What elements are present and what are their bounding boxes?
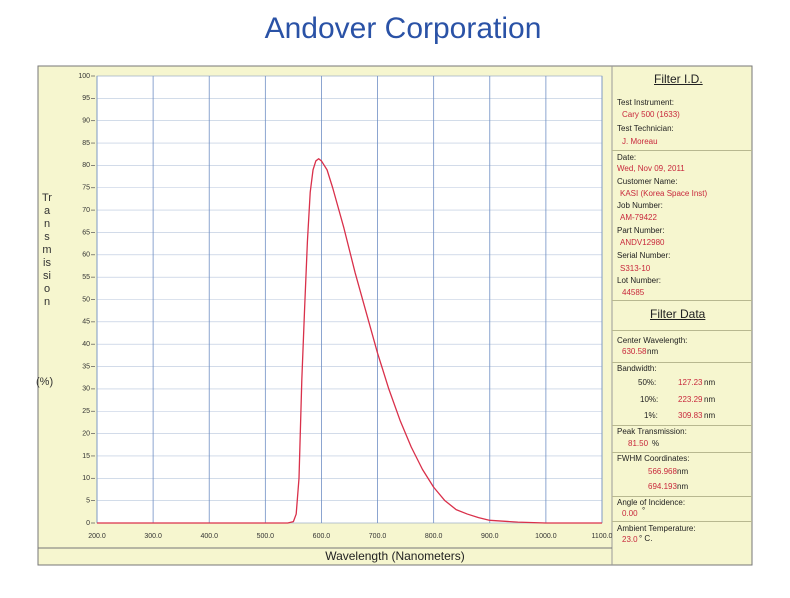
field-value: 23.0 bbox=[622, 535, 638, 544]
x-tick-label: 1000.0 bbox=[535, 533, 557, 540]
field-value: J. Moreau bbox=[622, 137, 658, 146]
transmission-line bbox=[97, 158, 602, 524]
x-tick-label: 500.0 bbox=[257, 533, 275, 540]
y-tick-label: 60 bbox=[82, 252, 90, 259]
y-axis-unit: (%) bbox=[36, 376, 54, 388]
separator bbox=[612, 150, 752, 151]
x-tick-label: 700.0 bbox=[369, 533, 387, 540]
field-value: S313-10 bbox=[620, 264, 651, 273]
y-tick-label: 65 bbox=[82, 229, 90, 236]
y-tick-label: 95 bbox=[82, 95, 90, 102]
field-label: Lot Number: bbox=[617, 276, 662, 285]
y-tick-label: 30 bbox=[82, 386, 90, 393]
panel-heading: Filter Data bbox=[650, 307, 706, 321]
field-label: Date: bbox=[617, 153, 637, 162]
x-axis-label: Wavelength (Nanometers) bbox=[325, 549, 465, 563]
field-label: Angle of Incidence: bbox=[617, 498, 686, 507]
field-label: Bandwidth: bbox=[617, 364, 657, 373]
field-label: Peak Transmission: bbox=[617, 427, 687, 436]
y-tick-label: 20 bbox=[82, 430, 90, 437]
field-value: 127.23 bbox=[678, 378, 703, 387]
unit: nm bbox=[704, 378, 716, 387]
y-tick-label: 100 bbox=[78, 73, 90, 80]
separator bbox=[612, 452, 752, 453]
panel-heading: Filter I.D. bbox=[654, 72, 703, 86]
field-label: Test Technician: bbox=[617, 124, 674, 133]
page-title: Andover Corporation bbox=[265, 12, 542, 45]
y-tick-label: 70 bbox=[82, 207, 90, 214]
field-value: ANDV12980 bbox=[620, 238, 665, 247]
unit: % bbox=[652, 439, 660, 448]
y-tick-label: 25 bbox=[82, 408, 90, 415]
y-tick-label: 10 bbox=[82, 475, 90, 482]
field-label: Center Wavelength: bbox=[617, 336, 688, 345]
field-value: Cary 500 (1633) bbox=[622, 110, 680, 119]
unit: ° C. bbox=[639, 534, 653, 543]
field-label: Ambient Temperature: bbox=[617, 524, 696, 533]
x-tick-label: 200.0 bbox=[88, 533, 106, 540]
separator bbox=[612, 330, 752, 331]
y-tick-label: 80 bbox=[82, 162, 90, 169]
y-tick-label: 45 bbox=[82, 319, 90, 326]
y-tick-label: 40 bbox=[82, 341, 90, 348]
y-tick-label: 50 bbox=[82, 296, 90, 303]
y-tick-label: 0 bbox=[86, 520, 90, 527]
x-tick-label: 600.0 bbox=[313, 533, 331, 540]
y-tick-label: 35 bbox=[82, 363, 90, 370]
unit: nm bbox=[647, 347, 659, 356]
field-label: Customer Name: bbox=[617, 177, 678, 186]
y-tick-label: 5 bbox=[86, 497, 90, 504]
separator bbox=[612, 425, 752, 426]
field-label: Test Instrument: bbox=[617, 98, 674, 107]
x-tick-label: 900.0 bbox=[481, 533, 499, 540]
field-label: Serial Number: bbox=[617, 251, 671, 260]
x-tick-label: 800.0 bbox=[425, 533, 443, 540]
level: 50%: bbox=[638, 378, 657, 387]
field-label: FWHM Coordinates: bbox=[617, 454, 690, 463]
unit: nm bbox=[704, 411, 716, 420]
y-tick-label: 75 bbox=[82, 185, 90, 192]
separator bbox=[612, 496, 752, 497]
field-value: 0.00 bbox=[622, 509, 638, 518]
separator bbox=[612, 300, 752, 301]
field-value: Wed, Nov 09, 2011 bbox=[617, 164, 685, 173]
field-value: 566.968 bbox=[648, 467, 677, 476]
field-value: 309.83 bbox=[678, 411, 703, 420]
field-label: Job Number: bbox=[617, 201, 663, 210]
unit: nm bbox=[677, 482, 689, 491]
unit: nm bbox=[704, 395, 716, 404]
field-label: Part Number: bbox=[617, 226, 665, 235]
field-value: KASI (Korea Space Inst) bbox=[620, 189, 708, 198]
x-tick-label: 300.0 bbox=[144, 533, 162, 540]
unit: ° bbox=[642, 506, 646, 515]
field-value: 81.50 bbox=[628, 439, 649, 448]
x-tick-label: 1100.0 bbox=[592, 533, 613, 540]
y-tick-label: 55 bbox=[82, 274, 90, 281]
y-tick-label: 90 bbox=[82, 118, 90, 125]
field-value: AM-79422 bbox=[620, 213, 657, 222]
field-value: 630.58 bbox=[622, 347, 647, 356]
y-tick-label: 85 bbox=[82, 140, 90, 147]
y-tick-label: 15 bbox=[82, 453, 90, 460]
field-value: 223.29 bbox=[678, 395, 703, 404]
unit: nm bbox=[677, 467, 689, 476]
separator bbox=[612, 362, 752, 363]
x-tick-label: 400.0 bbox=[200, 533, 218, 540]
separator bbox=[612, 521, 752, 522]
field-value: 44585 bbox=[622, 288, 645, 297]
y-axis-label: Transmission bbox=[42, 192, 52, 308]
field-value: 694.193 bbox=[648, 482, 677, 491]
level: 10%: bbox=[640, 395, 659, 404]
level: 1%: bbox=[644, 411, 658, 420]
